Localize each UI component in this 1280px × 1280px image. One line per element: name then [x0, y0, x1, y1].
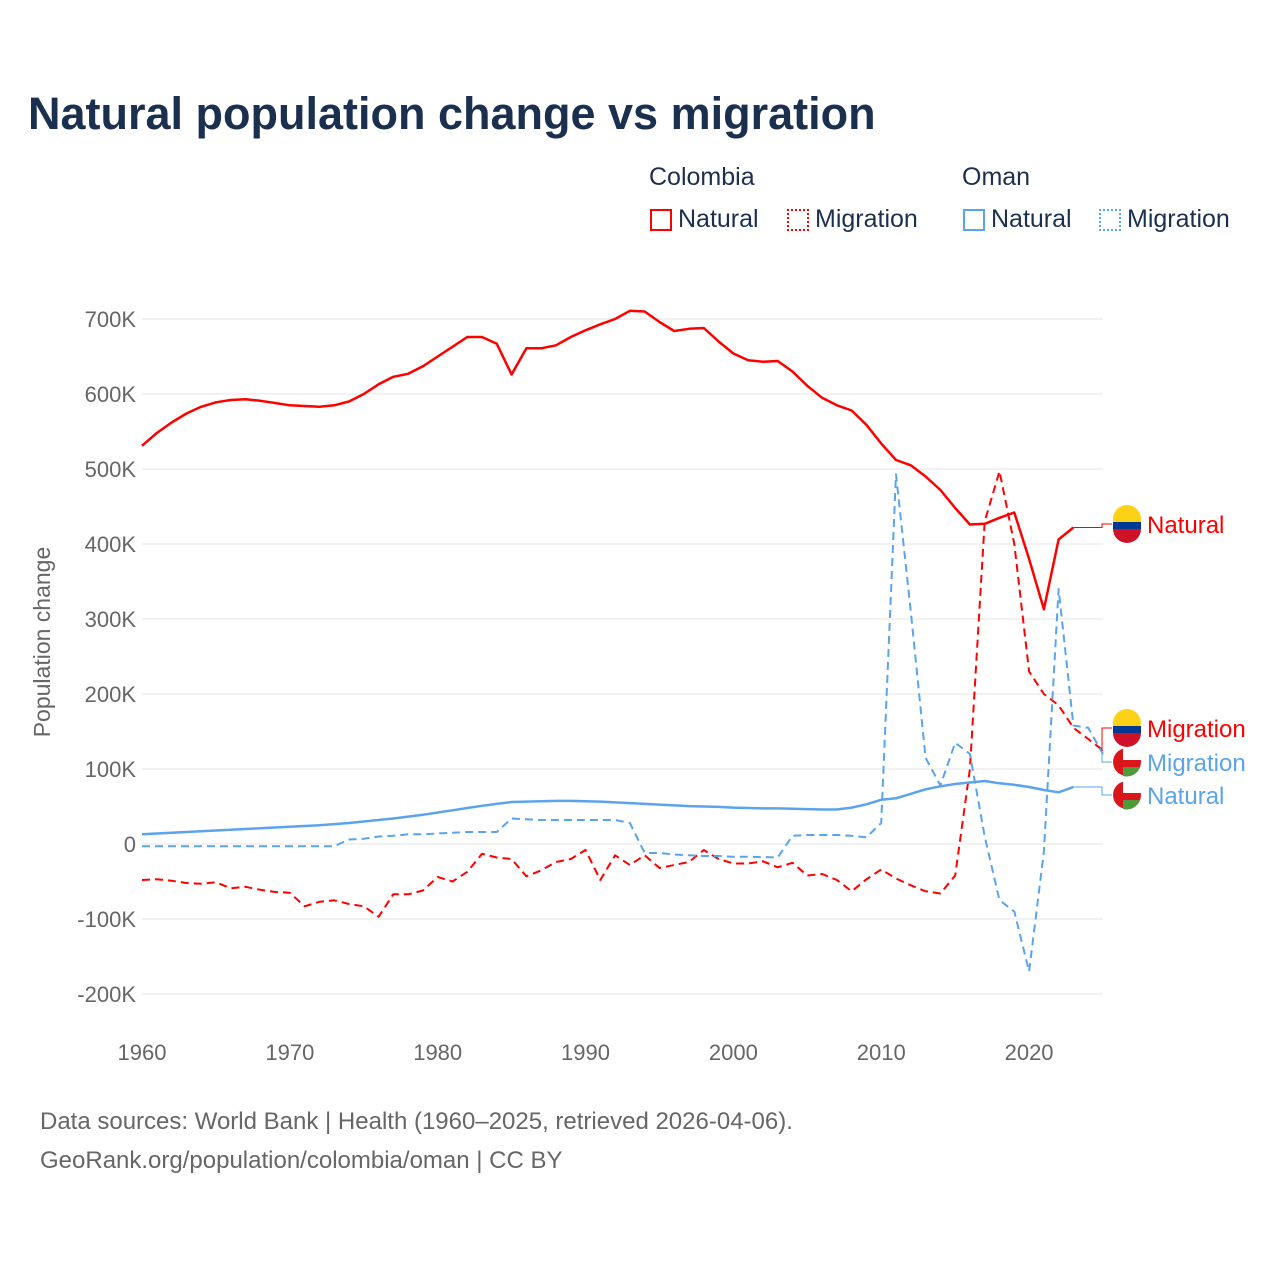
y-tick-label: 100K: [85, 757, 137, 782]
flag-stripe: [1123, 747, 1141, 760]
x-tick-label: 1970: [265, 1040, 314, 1065]
end-label: Natural: [1147, 783, 1224, 810]
legend-colombia-migration[interactable]: Migration: [787, 205, 918, 234]
flag-stripe: [1113, 733, 1141, 747]
x-tick-label: 2000: [709, 1040, 758, 1065]
flag-stripe: [1112, 522, 1142, 528]
legend-label: Natural: [991, 205, 1072, 233]
label-connector: [1101, 727, 1112, 751]
y-tick-label: 300K: [85, 607, 137, 632]
source-note: Data sources: World Bank | Health (1960–…: [40, 1108, 793, 1135]
legend-label: Migration: [815, 205, 918, 233]
end-label: Migration: [1147, 716, 1246, 743]
label-connector: [1101, 753, 1112, 763]
end-label: Migration: [1147, 750, 1246, 777]
legend-swatch-dotted: [1099, 208, 1121, 231]
y-tick-label: 0: [124, 832, 136, 857]
legend-label: Natural: [678, 205, 759, 233]
legend-group-oman: Oman: [962, 163, 1031, 191]
y-tick-label: 700K: [85, 307, 137, 332]
x-tick-label: 1960: [118, 1040, 167, 1065]
source-url[interactable]: GeoRank.org/population/colombia/oman | C…: [40, 1147, 563, 1174]
legend-swatch-solid: [963, 208, 985, 231]
y-axis-label: Population change: [29, 547, 55, 738]
label-connector: [1073, 786, 1112, 796]
legend-oman-migration[interactable]: Migration: [1099, 205, 1230, 234]
y-tick-label: 200K: [85, 682, 137, 707]
legend-group-colombia: Colombia: [649, 163, 755, 191]
y-tick-label: -200K: [77, 982, 136, 1007]
chart-title: Natural population change vs migration: [28, 88, 876, 139]
flag-stripe: [1123, 800, 1140, 810]
y-tick-label: -100K: [77, 907, 136, 932]
x-tick-label: 2020: [1005, 1040, 1054, 1065]
legend-colombia-natural[interactable]: Natural: [650, 205, 759, 234]
flag-stripe: [1123, 767, 1140, 777]
y-tick-label: 500K: [85, 457, 137, 482]
flag-stripe: [1113, 529, 1141, 543]
x-tick-label: 1990: [561, 1040, 610, 1065]
y-tick-label: 600K: [85, 382, 137, 407]
label-connector: [1073, 523, 1112, 528]
end-label: Natural: [1147, 512, 1224, 539]
y-tick-label: 400K: [85, 532, 137, 557]
legend-label: Migration: [1127, 205, 1230, 233]
legend-swatch-solid: [650, 208, 672, 231]
flag-stripe: [1123, 780, 1141, 793]
x-tick-label: 1980: [413, 1040, 462, 1065]
flag-stripe: [1112, 726, 1142, 732]
legend-oman-natural[interactable]: Natural: [963, 205, 1072, 234]
x-tick-label: 2010: [857, 1040, 906, 1065]
series-line-oman-natural: [141, 779, 1074, 836]
series-line-oman-migration: [142, 473, 1104, 973]
series-line-colombia-natural: [141, 309, 1075, 611]
legend-swatch-dotted: [787, 208, 809, 231]
